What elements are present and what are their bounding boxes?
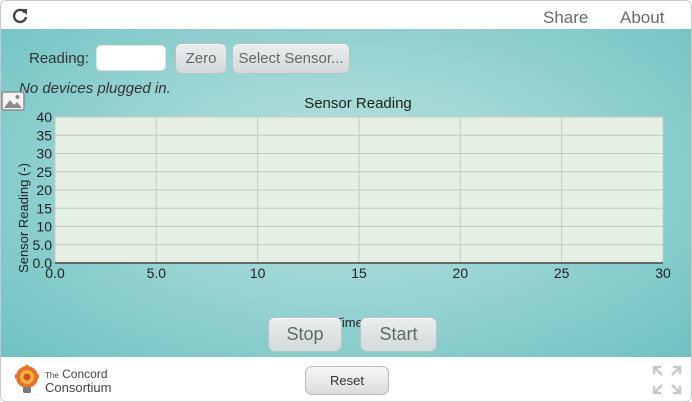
top-bar: Share About (1, 1, 691, 29)
fullscreen-icon[interactable] (651, 364, 683, 396)
select-sensor-button[interactable]: Select Sensor... (232, 43, 350, 74)
chart-svg: Sensor Reading 0.0 5.0 10 15 20 25 30 0.0 5.0 10… (16, 95, 671, 330)
reading-label: Reading: (29, 50, 90, 67)
x-tick-label: 0.0 (45, 265, 65, 281)
reading-value-field (96, 45, 166, 71)
about-link[interactable]: About (620, 8, 665, 27)
chart-title: Sensor Reading (304, 95, 412, 112)
x-tick-label: 25 (554, 265, 570, 281)
y-tick-label: 15 (36, 200, 52, 216)
x-tick-label: 10 (250, 265, 266, 281)
logo-text-line2: Consortium (45, 380, 112, 395)
y-tick-label: 40 (36, 109, 52, 125)
y-tick-label: 20 (36, 182, 52, 198)
y-tick-label: 5.0 (33, 237, 53, 253)
share-link[interactable]: Share (543, 8, 589, 27)
x-tick-label: 5.0 (147, 265, 167, 281)
y-axis-ticks: 0.0 5.0 10 15 20 25 30 35 40 (33, 109, 53, 271)
zero-button[interactable]: Zero (175, 43, 227, 74)
y-tick-label: 25 (36, 164, 52, 180)
x-tick-label: 20 (453, 265, 469, 281)
y-tick-label: 0.0 (33, 255, 53, 271)
stop-button[interactable]: Stop (268, 317, 342, 352)
y-tick-label: 35 (36, 127, 52, 143)
x-tick-label: 30 (655, 265, 671, 281)
start-button[interactable]: Start (360, 317, 437, 352)
x-axis-ticks: 0.0 5.0 10 15 20 25 30 (45, 265, 671, 281)
logo-text-line1: The Concord (45, 367, 108, 381)
reset-button[interactable]: Reset (305, 366, 389, 395)
y-tick-label: 10 (36, 219, 52, 235)
bottom-bar: The Concord Consortium Reset (1, 357, 691, 401)
interactive-stage: Reading: Zero Select Sensor... No device… (1, 29, 691, 357)
concord-consortium-logo[interactable]: The Concord Consortium (11, 363, 141, 397)
y-axis-label: Sensor Reading (-) (16, 163, 31, 273)
device-status-text: No devices plugged in. (19, 80, 171, 97)
lightbulb-gear-icon (15, 364, 39, 393)
y-tick-label: 30 (36, 146, 52, 162)
reload-icon[interactable] (11, 7, 29, 25)
x-tick-label: 15 (351, 265, 367, 281)
image-snapshot-icon[interactable] (1, 91, 25, 111)
sensor-chart: Sensor Reading 0.0 5.0 10 15 20 25 30 0.0 5.0 10… (1, 91, 691, 341)
